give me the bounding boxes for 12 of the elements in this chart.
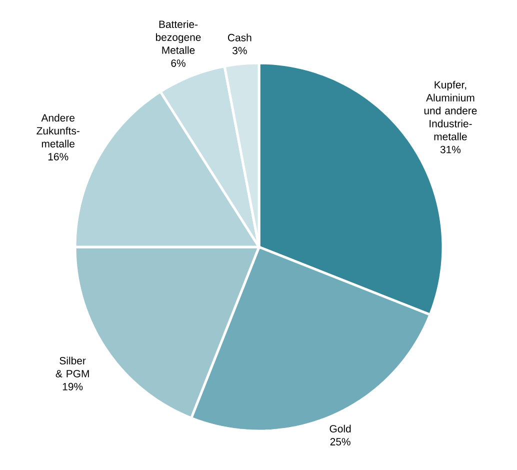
slice-label: Andere Zukunfts-metalle	[36, 114, 80, 148]
data-label: 16%	[48, 153, 68, 160]
data-label: 25%	[330, 438, 350, 446]
data-label: 31%	[440, 146, 461, 154]
data-label: 6%	[171, 59, 186, 67]
slice-label: Gold	[330, 424, 351, 432]
data-label: 19%	[62, 382, 83, 390]
data-label: 3%	[232, 46, 247, 54]
slice-label: Cash	[228, 34, 252, 42]
slice-label: Silber & PGM	[56, 356, 89, 378]
slice-label: Kupfer, Aluminium und andere Industrie-metalle	[424, 80, 477, 140]
slice-label: Batterie-bezogene Metalle	[156, 20, 201, 54]
